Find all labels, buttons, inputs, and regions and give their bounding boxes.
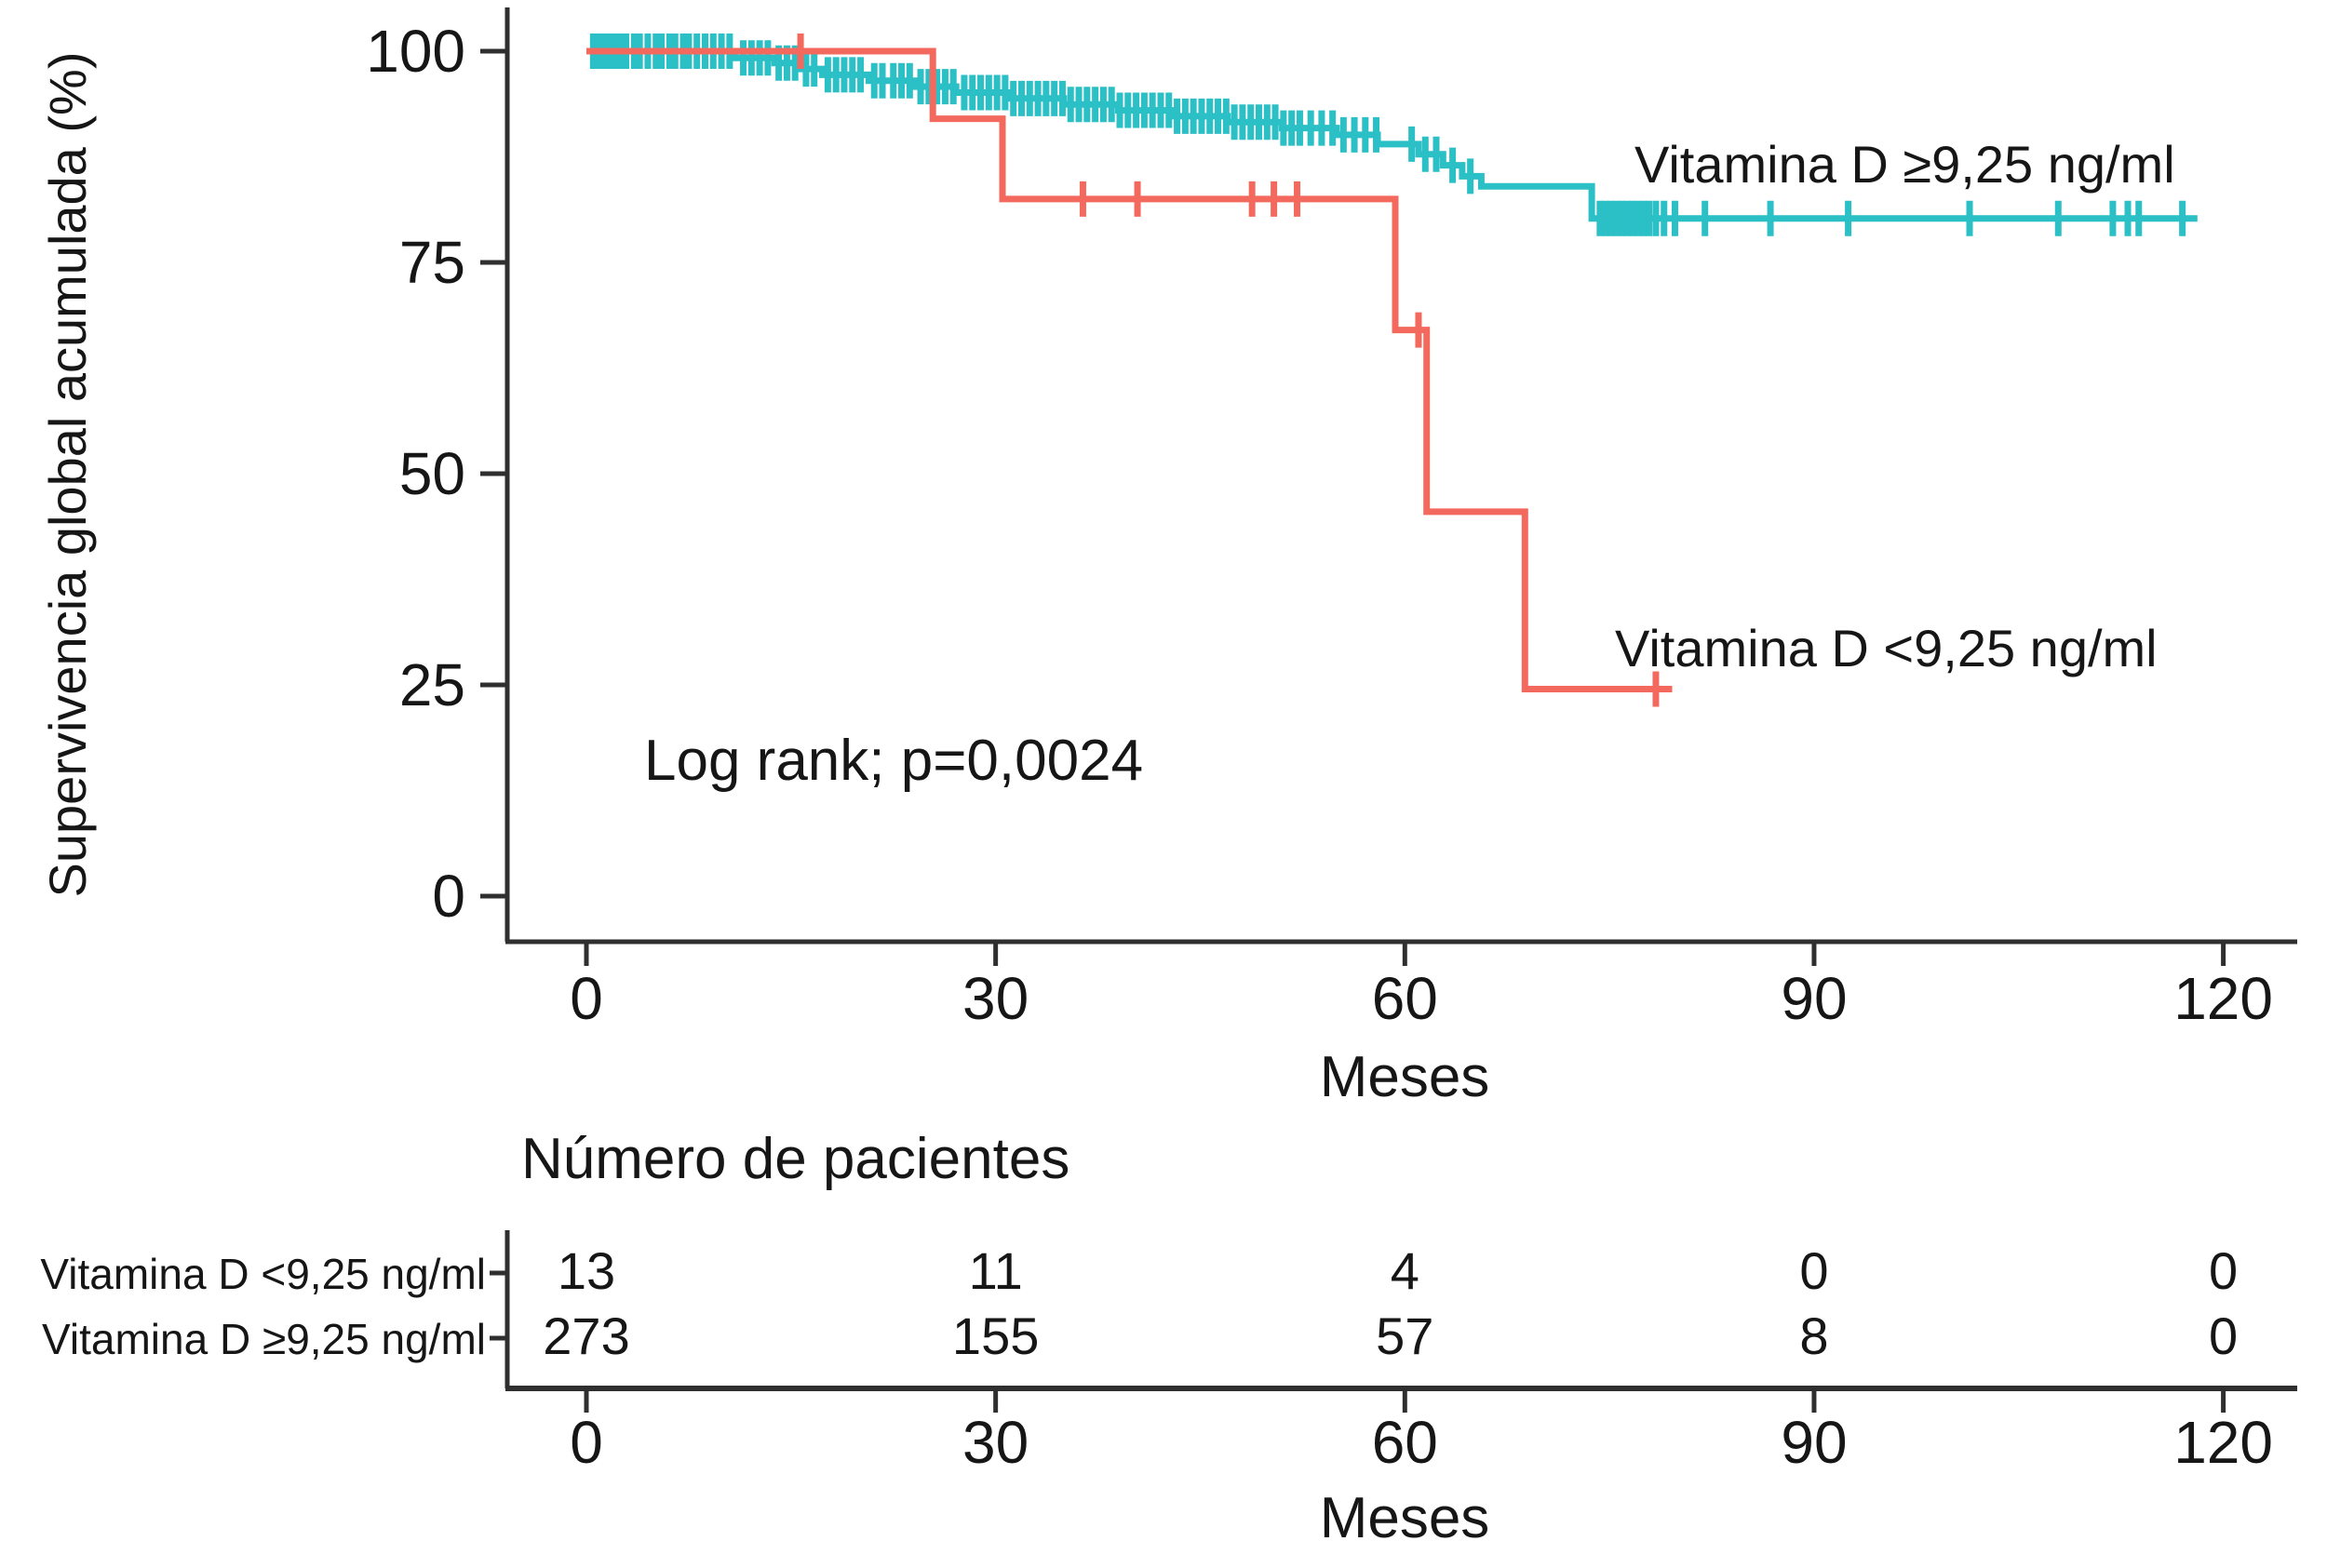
risk-count-vitd-low: 11 bbox=[969, 1241, 1023, 1300]
y-tick-label: 50 bbox=[399, 440, 465, 507]
risk-count-vitd-high: 273 bbox=[543, 1307, 629, 1365]
y-axis-title: Supervivencia global acumulada (%) bbox=[38, 52, 97, 898]
risk-count-vitd-low: 4 bbox=[1391, 1241, 1419, 1300]
x-axis-title: Meses bbox=[1320, 1045, 1490, 1109]
risk-x-tick-label: 30 bbox=[962, 1409, 1029, 1476]
risk-count-vitd-high: 57 bbox=[1376, 1307, 1433, 1365]
y-tick-label: 75 bbox=[399, 229, 465, 296]
y-tick-label: 100 bbox=[366, 18, 465, 85]
risk-x-axis-title: Meses bbox=[1320, 1486, 1490, 1550]
log-rank-annotation: Log rank; p=0,0024 bbox=[644, 729, 1143, 793]
risk-count-vitd-high: 0 bbox=[2209, 1307, 2238, 1365]
risk-table-title: Número de pacientes bbox=[521, 1127, 1069, 1191]
risk-count-vitd-low: 13 bbox=[558, 1241, 615, 1300]
x-tick-label: 120 bbox=[2173, 965, 2273, 1032]
x-tick-label: 0 bbox=[570, 965, 603, 1032]
x-tick-label: 90 bbox=[1781, 965, 1847, 1032]
risk-count-vitd-high: 8 bbox=[1799, 1307, 1828, 1365]
risk-x-tick-label: 120 bbox=[2173, 1409, 2273, 1476]
risk-count-vitd-low: 0 bbox=[2209, 1241, 2238, 1300]
plot-area: 0 25 50 75 100 0 30 60 90 120 bbox=[366, 18, 2273, 1032]
risk-row-label-vitd-low: Vitamina D <9,25 ng/ml bbox=[40, 1250, 486, 1298]
risk-row-label-vitd-high: Vitamina D ≥9,25 ng/ml bbox=[42, 1315, 486, 1363]
risk-x-tick-label: 90 bbox=[1781, 1409, 1847, 1476]
x-tick-label: 60 bbox=[1372, 965, 1438, 1032]
y-tick-label: 25 bbox=[399, 651, 465, 718]
risk-table-values: 0 13 273 30 11 155 60 4 57 90 0 8 120 0 0 bbox=[543, 1241, 2273, 1476]
risk-x-tick-label: 0 bbox=[570, 1409, 603, 1476]
survival-curve-vitd-low bbox=[586, 47, 1673, 692]
risk-x-tick-label: 60 bbox=[1372, 1409, 1438, 1476]
risk-count-vitd-low: 0 bbox=[1799, 1241, 1828, 1300]
x-tick-label: 30 bbox=[962, 965, 1029, 1032]
y-tick-label: 0 bbox=[432, 863, 465, 930]
risk-count-vitd-high: 155 bbox=[952, 1307, 1039, 1365]
curve-label-vitd-high: Vitamina D ≥9,25 ng/ml bbox=[1634, 135, 2175, 194]
curve-label-vitd-low: Vitamina D <9,25 ng/ml bbox=[1615, 619, 2158, 677]
